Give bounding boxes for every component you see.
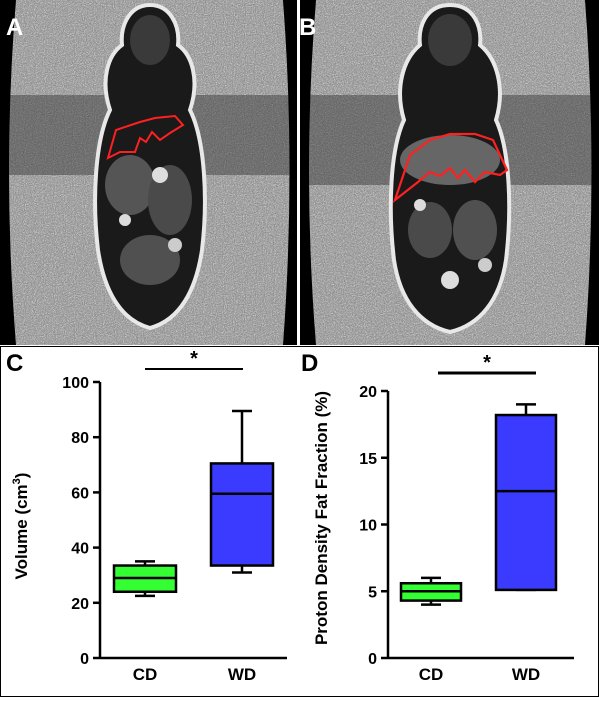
y-tick-label: 20 xyxy=(71,596,89,613)
y-tick-label: 20 xyxy=(359,384,377,401)
chart-fat-fraction: Proton Density Fat Fraction (%) 0 5 10 15 20… xyxy=(300,346,599,697)
y-tick-label: 60 xyxy=(71,485,89,502)
roi-outline-a xyxy=(106,114,185,160)
chart-volume: Volume (cm3) 0 20 40 60 80 100 CD WD * xyxy=(0,346,300,697)
roi-outline-b xyxy=(392,132,509,204)
significance-star: * xyxy=(190,348,198,370)
y-axis-label-sup: 3 xyxy=(11,478,23,484)
box-wd xyxy=(494,413,558,592)
panel-label-d: D xyxy=(301,350,319,377)
y-tick-label: 0 xyxy=(368,651,377,668)
y-tick-label: 10 xyxy=(359,518,377,535)
x-category-label: CD xyxy=(133,665,158,684)
x-category-label: WD xyxy=(228,665,256,684)
panel-label-a: A xyxy=(6,14,24,41)
significance-star: * xyxy=(483,352,491,374)
box-wd xyxy=(209,462,275,567)
y-tick-label: 15 xyxy=(359,451,377,468)
panel-label-b: B xyxy=(299,14,317,41)
x-category-label: WD xyxy=(512,665,540,684)
y-axis-label-end: ) xyxy=(12,473,31,479)
y-tick-label: 40 xyxy=(71,541,89,558)
y-tick-label: 5 xyxy=(368,584,377,601)
mri-image-a xyxy=(0,0,297,345)
y-axis-label: Proton Density Fat Fraction (%) xyxy=(312,391,331,645)
y-tick-label: 0 xyxy=(80,651,89,668)
x-category-label: CD xyxy=(419,665,444,684)
mri-image-b xyxy=(300,0,599,345)
y-axis-label-main: Volume (cm xyxy=(12,484,31,579)
body-silhouette-a xyxy=(93,2,207,331)
panel-label-c: C xyxy=(6,350,24,377)
y-axis-label: Volume (cm3) xyxy=(11,473,31,580)
y-tick-label: 100 xyxy=(62,375,89,392)
y-tick-label: 80 xyxy=(71,430,89,447)
